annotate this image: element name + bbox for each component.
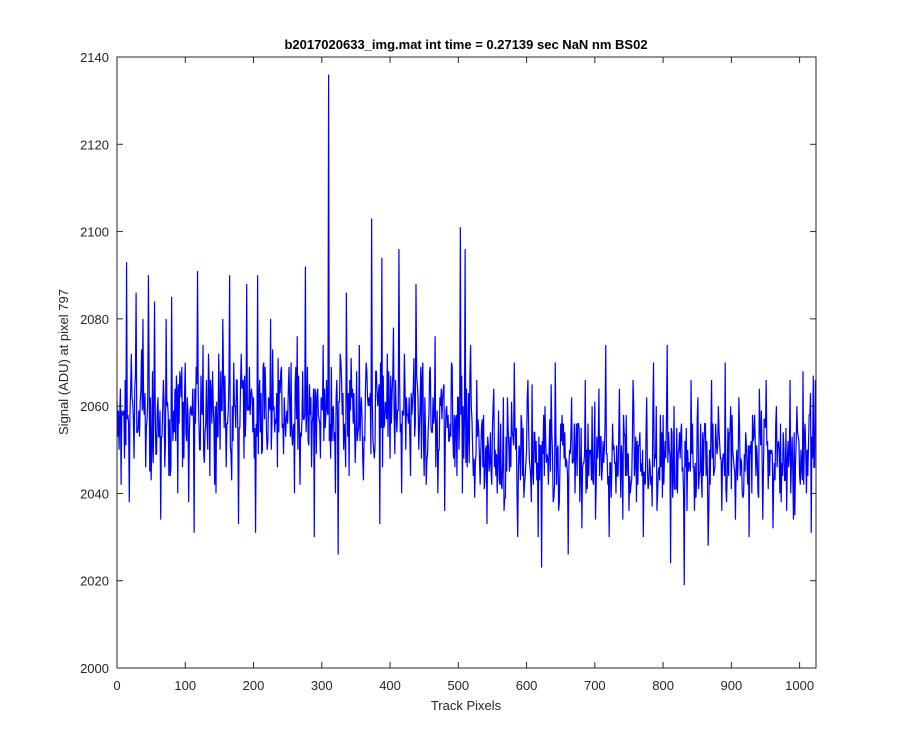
x-tick-label: 600 [516, 678, 538, 693]
y-axis-label: Signal (ADU) at pixel 797 [56, 289, 71, 435]
x-axis: 0 100 200 300 400 500 600 700 800 900 1000 [113, 57, 814, 693]
y-tick-label: 2060 [80, 399, 109, 414]
x-tick-label: 500 [447, 678, 469, 693]
x-tick-label: 200 [243, 678, 265, 693]
x-tick-label: 800 [652, 678, 674, 693]
y-tick-label: 2080 [80, 312, 109, 327]
y-tick-label: 2100 [80, 225, 109, 240]
y-tick-label: 2020 [80, 574, 109, 589]
y-tick-label: 2120 [80, 137, 109, 152]
x-tick-label: 1000 [785, 678, 814, 693]
y-tick-label: 2140 [80, 50, 109, 65]
y-axis: 2000 2020 2040 2060 2080 2100 2120 2140 [80, 50, 816, 676]
data-layer [116, 74, 816, 586]
x-tick-label: 300 [311, 678, 333, 693]
y-tick-label: 2040 [80, 486, 109, 501]
x-tick-label: 400 [379, 678, 401, 693]
plot-area [117, 57, 816, 668]
y-tick-label: 2000 [80, 661, 109, 676]
signal-series-line [116, 74, 816, 586]
x-tick-label: 900 [721, 678, 743, 693]
x-tick-label: 100 [174, 678, 196, 693]
x-tick-label: 700 [584, 678, 606, 693]
axes-box [116, 56, 817, 669]
x-tick-label: 0 [113, 678, 120, 693]
chart-title: b2017020633_img.mat int time = 0.27139 s… [284, 37, 647, 52]
x-axis-label: Track Pixels [431, 698, 502, 713]
